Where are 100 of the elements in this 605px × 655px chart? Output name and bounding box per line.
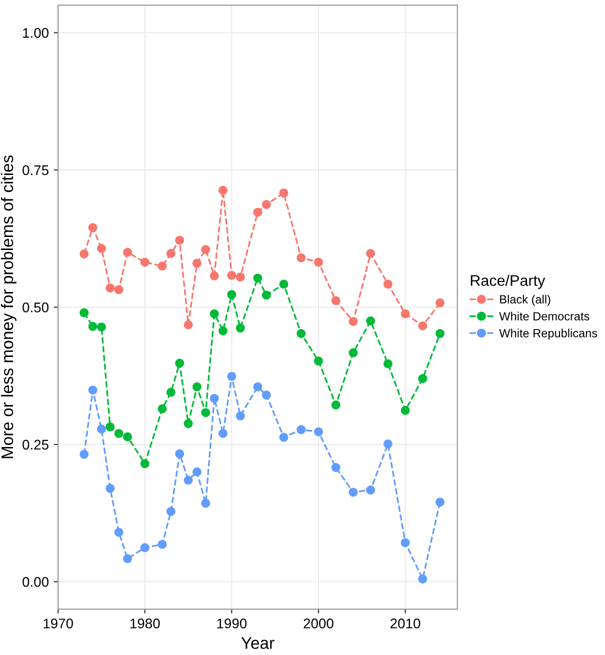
point (400, 538, 410, 548)
point (192, 467, 202, 476)
y-tick-label: 0.75 (22, 165, 48, 176)
point (366, 248, 376, 258)
point (166, 388, 176, 397)
point (114, 285, 124, 294)
point (218, 428, 228, 438)
point (331, 400, 340, 410)
point (88, 386, 98, 395)
point (400, 406, 410, 415)
point (253, 208, 262, 217)
y-axis-title: More or less money for problems of cities (0, 155, 16, 458)
point (236, 411, 245, 420)
point (400, 309, 410, 318)
point (348, 316, 358, 326)
point (114, 428, 124, 438)
point (262, 200, 271, 210)
point (210, 309, 219, 318)
point (201, 408, 210, 418)
point (96, 322, 106, 332)
y-tick-label: 0.50 (22, 302, 49, 312)
point (253, 382, 262, 392)
point (88, 322, 98, 331)
point (314, 258, 324, 267)
point (331, 296, 340, 306)
point (184, 476, 193, 485)
x-tick-label: 2000 (304, 618, 334, 628)
point (106, 484, 115, 493)
point (175, 449, 184, 458)
point (227, 270, 236, 280)
x-tick-label: 1980 (130, 618, 160, 628)
point (296, 425, 306, 434)
point (227, 372, 236, 381)
point (96, 424, 106, 434)
point (366, 316, 376, 326)
point (383, 439, 392, 448)
point (123, 248, 132, 257)
point (158, 404, 167, 414)
point (175, 236, 184, 245)
point (192, 258, 202, 268)
point (227, 290, 236, 300)
y-tick-label: 0.25 (22, 440, 48, 450)
legend-label: White Republicans (499, 328, 598, 340)
point (296, 329, 306, 338)
point (192, 382, 202, 392)
point (418, 321, 428, 330)
point (96, 244, 106, 253)
point (236, 324, 245, 333)
point (114, 528, 124, 537)
point (262, 390, 271, 400)
point (210, 271, 219, 280)
point (348, 488, 358, 497)
point (418, 574, 428, 584)
point (436, 298, 445, 308)
point (262, 290, 271, 300)
point (279, 280, 288, 289)
point (106, 283, 115, 292)
x-tick-label: 1990 (217, 618, 247, 628)
point (140, 258, 150, 267)
point (366, 486, 376, 495)
point (123, 432, 132, 442)
point (279, 188, 288, 198)
legend-label: White Democrats (499, 312, 590, 320)
point (236, 272, 245, 282)
point (436, 498, 445, 507)
legend-title: Race/Party (470, 274, 546, 289)
point (279, 432, 288, 442)
point (201, 498, 210, 508)
point (383, 280, 392, 289)
point (166, 248, 176, 258)
point (436, 329, 445, 338)
point (80, 249, 89, 258)
point (80, 308, 89, 318)
point (253, 274, 262, 283)
point (348, 348, 358, 358)
point (383, 359, 392, 368)
point (184, 419, 193, 428)
y-tick-label: 0.00 (22, 577, 49, 587)
point (331, 462, 340, 472)
point (166, 506, 176, 516)
point (140, 459, 150, 468)
y-tick-label: 1.00 (23, 28, 49, 38)
x-tick-label: 2010 (390, 618, 420, 628)
point (218, 326, 228, 336)
x-tick-label: 1970 (44, 618, 73, 628)
point (106, 422, 115, 432)
point (210, 394, 219, 403)
point (80, 450, 89, 459)
point (88, 223, 98, 232)
point (158, 262, 167, 271)
point (158, 540, 167, 549)
legend-label: Black (all) (500, 294, 550, 306)
point (314, 356, 324, 366)
x-axis-title: Year (241, 637, 274, 649)
point (218, 186, 228, 195)
point (140, 543, 150, 552)
point (314, 427, 324, 436)
point (184, 320, 193, 330)
point (175, 358, 184, 368)
point (418, 374, 428, 384)
